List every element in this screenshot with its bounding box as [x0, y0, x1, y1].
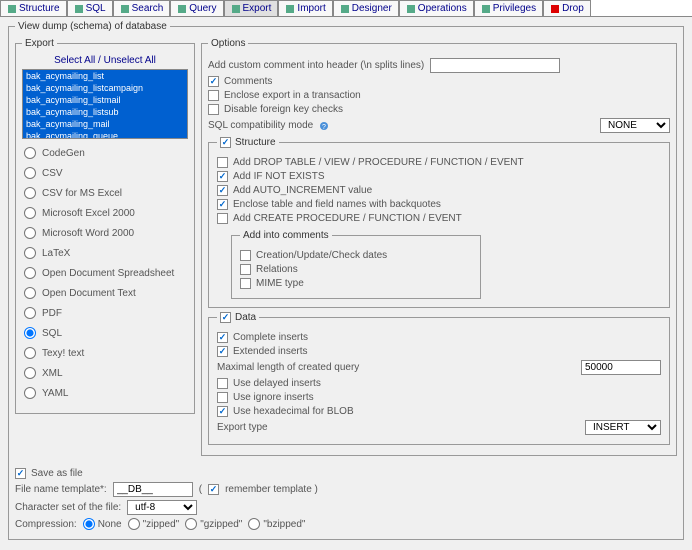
format-excel2000-label: Microsoft Excel 2000	[42, 208, 135, 219]
custom-comment-label: Add custom comment into header (\n split…	[208, 60, 424, 71]
format-latex-label: LaTeX	[42, 248, 70, 259]
format-texy-label: Texy! text	[42, 348, 84, 359]
export-fieldset: Export Select All / Unselect All bak_acy…	[15, 38, 195, 414]
saveas-label: Save as file	[31, 468, 83, 479]
sql-compat-select[interactable]: NONE	[600, 118, 670, 133]
remember-checkbox[interactable]: ✓	[208, 484, 219, 495]
export-type-select[interactable]: INSERT	[585, 420, 661, 435]
filetpl-input[interactable]	[113, 482, 193, 497]
remember-label: remember template )	[225, 484, 318, 495]
tab-search[interactable]: Search	[113, 0, 171, 16]
tab-import[interactable]: Import	[278, 0, 332, 16]
maxlen-label: Maximal length of created query	[217, 362, 359, 373]
compression-none-radio[interactable]	[83, 518, 95, 530]
data-fieldset: ✓ Data ✓Complete inserts✓Extended insert…	[208, 312, 670, 445]
import-icon	[285, 4, 295, 14]
format-csvexcel-radio[interactable]	[24, 187, 36, 199]
format-sql-radio[interactable]	[24, 327, 36, 339]
format-xml-label: XML	[42, 368, 63, 379]
table-item[interactable]: bak_acymailing_listsub	[23, 106, 187, 118]
search-icon	[120, 4, 130, 14]
table-item[interactable]: bak_acymailing_mail	[23, 118, 187, 130]
unselect-all-link[interactable]: Unselect All	[104, 55, 156, 66]
tab-operations[interactable]: Operations	[399, 0, 474, 16]
export-type-label: Export type	[217, 422, 268, 433]
format-excel2000-radio[interactable]	[24, 207, 36, 219]
format-yaml-radio[interactable]	[24, 387, 36, 399]
filetpl-label: File name template*:	[15, 484, 107, 495]
structure-icon	[7, 4, 17, 14]
export-icon	[231, 4, 241, 14]
tab-drop[interactable]: Drop	[543, 0, 591, 16]
format-word2000-label: Microsoft Word 2000	[42, 228, 134, 239]
tab-designer[interactable]: Designer	[333, 0, 399, 16]
custom-comment-input[interactable]	[430, 58, 560, 73]
compression-gzipped-radio[interactable]	[185, 518, 197, 530]
data-legend: Data	[235, 312, 256, 323]
table-item[interactable]: bak_acymailing_queue	[23, 130, 187, 139]
table-item[interactable]: bak_acymailing_listmail	[23, 94, 187, 106]
addinto-legend: Add into comments	[240, 230, 332, 241]
drop-icon	[550, 4, 560, 14]
tab-privileges[interactable]: Privileges	[474, 0, 543, 16]
table-item[interactable]: bak_acymailing_listcampaign	[23, 82, 187, 94]
tab-structure[interactable]: Structure	[0, 0, 67, 16]
format-odt-radio[interactable]	[24, 287, 36, 299]
format-yaml-label: YAML	[42, 388, 69, 399]
tab-bar: StructureSQLSearchQueryExportImportDesig…	[0, 0, 692, 17]
options-legend: Options	[208, 38, 248, 49]
table-listbox[interactable]: bak_acymailing_listbak_acymailing_listca…	[22, 69, 188, 139]
format-latex-radio[interactable]	[24, 247, 36, 259]
compression-zipped-radio[interactable]	[128, 518, 140, 530]
format-sql-label: SQL	[42, 328, 62, 339]
format-texy-radio[interactable]	[24, 347, 36, 359]
designer-icon	[340, 4, 350, 14]
maxlen-input[interactable]	[581, 360, 661, 375]
charset-label: Character set of the file:	[15, 502, 121, 513]
structure-checkbox[interactable]: ✓	[220, 137, 231, 148]
saveas-checkbox[interactable]: ✓	[15, 468, 26, 479]
svg-text:?: ?	[322, 124, 326, 131]
query-icon	[177, 4, 187, 14]
compression-bzipped-radio[interactable]	[248, 518, 260, 530]
addinto-fieldset: Add into comments Creation/Update/Check …	[231, 230, 481, 299]
format-csvexcel-label: CSV for MS Excel	[42, 188, 122, 199]
format-pdf-label: PDF	[42, 308, 62, 319]
format-xml-radio[interactable]	[24, 367, 36, 379]
format-word2000-radio[interactable]	[24, 227, 36, 239]
data-checkbox[interactable]: ✓	[220, 312, 231, 323]
format-csv-radio[interactable]	[24, 167, 36, 179]
format-ods-label: Open Document Spreadsheet	[42, 268, 174, 279]
table-item[interactable]: bak_acymailing_list	[23, 70, 187, 82]
options-fieldset: Options Add custom comment into header (…	[201, 38, 677, 456]
structure-fieldset: ✓ Structure Add DROP TABLE / VIEW / PROC…	[208, 137, 670, 308]
tab-sql[interactable]: SQL	[67, 0, 113, 16]
format-pdf-radio[interactable]	[24, 307, 36, 319]
format-codegen-radio[interactable]	[24, 147, 36, 159]
viewdump-legend: View dump (schema) of database	[15, 21, 170, 32]
help-icon[interactable]: ?	[319, 121, 329, 131]
export-legend: Export	[22, 38, 57, 49]
format-odt-label: Open Document Text	[42, 288, 136, 299]
format-ods-radio[interactable]	[24, 267, 36, 279]
tab-query[interactable]: Query	[170, 0, 223, 16]
select-all-link[interactable]: Select All	[54, 55, 95, 66]
sql-icon	[74, 4, 84, 14]
privileges-icon	[481, 4, 491, 14]
format-codegen-label: CodeGen	[42, 148, 85, 159]
charset-select[interactable]: utf-8	[127, 500, 197, 515]
sql-compat-label: SQL compatibility mode	[208, 120, 313, 131]
compression-label: Compression:	[15, 519, 77, 530]
format-csv-label: CSV	[42, 168, 63, 179]
operations-icon	[406, 4, 416, 14]
structure-legend: Structure	[235, 137, 276, 148]
viewdump-fieldset: View dump (schema) of database Export Se…	[8, 21, 684, 540]
tab-export[interactable]: Export	[224, 0, 279, 16]
